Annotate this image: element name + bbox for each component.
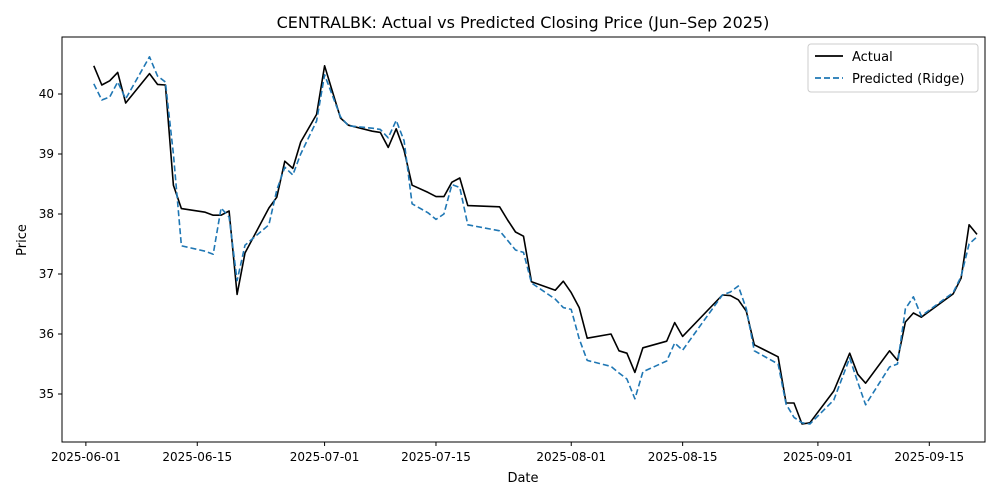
- plot-frame: [61, 36, 986, 443]
- x-axis: 2025-06-01 2025-06-15 2025-07-01 2025-07-15…: [51, 442, 964, 464]
- y-tick-label: 39: [39, 147, 54, 161]
- x-tick-label: 2025-06-01: [51, 450, 121, 464]
- legend-predicted-label: Predicted (Ridge): [852, 72, 964, 87]
- x-tick-label: 2025-06-15: [162, 450, 232, 464]
- legend-actual-label: Actual: [852, 50, 893, 65]
- y-tick-label: 38: [39, 207, 54, 221]
- y-tick-label: 35: [39, 387, 54, 401]
- series-line-actual: [93, 65, 978, 425]
- y-tick-label: 36: [39, 327, 54, 341]
- legend: Actual Predicted (Ridge): [807, 43, 979, 93]
- x-tick-label: 2025-07-01: [290, 450, 360, 464]
- series-line-predicted: [93, 55, 978, 425]
- y-tick-label: 40: [39, 87, 54, 101]
- y-axis-label: Price: [15, 224, 30, 256]
- x-tick-label: 2025-09-15: [894, 450, 964, 464]
- chart-title: CENTRALBK: Actual vs Predicted Closing P…: [277, 13, 770, 32]
- y-axis: 35 36 37 38 39 40: [39, 87, 62, 401]
- x-tick-label: 2025-08-01: [536, 450, 606, 464]
- legend-box: [807, 43, 979, 93]
- y-tick-label: 37: [39, 267, 54, 281]
- plot-area: [93, 55, 978, 425]
- x-tick-label: 2025-08-15: [648, 450, 718, 464]
- x-tick-label: 2025-09-01: [783, 450, 853, 464]
- x-axis-label: Date: [507, 471, 538, 486]
- x-tick-label: 2025-07-15: [401, 450, 471, 464]
